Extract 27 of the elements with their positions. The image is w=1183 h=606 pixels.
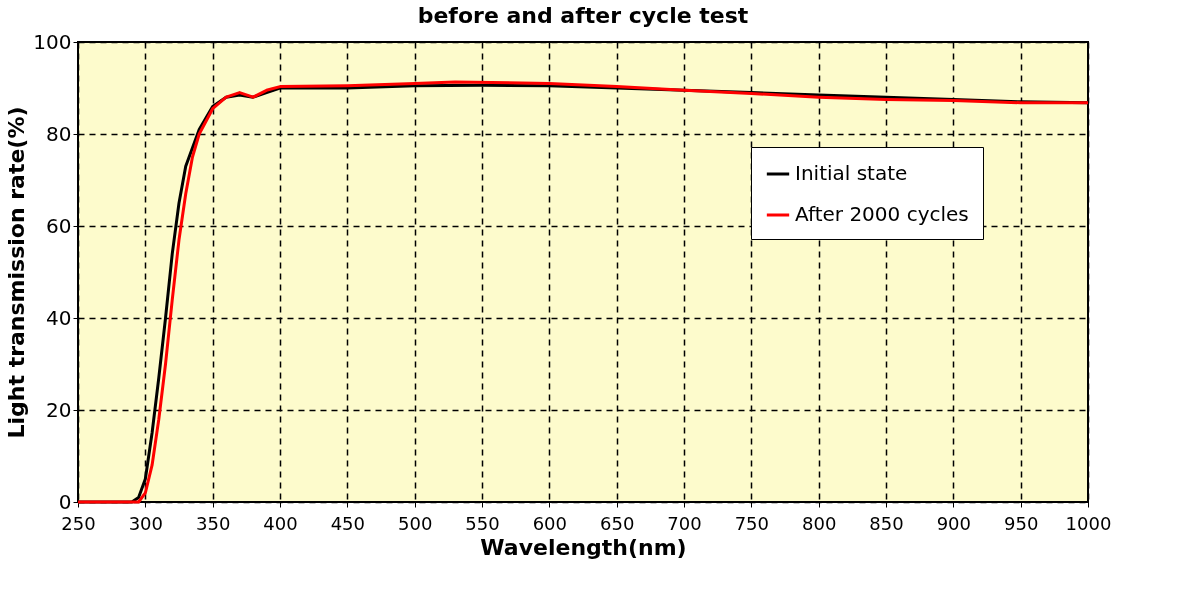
x-tick-label: 850 [869,512,904,534]
y-tick-label: 60 [46,213,72,238]
y-tick-label: 0 [58,489,72,514]
x-tick-label: 800 [801,512,837,534]
x-tick-label: 300 [128,512,164,534]
y-axis-title: Light transmission rate(%) [4,106,30,439]
x-tick-label: 750 [734,512,770,534]
y-tick-label: 80 [46,121,72,146]
y-tick-label: 40 [46,305,72,330]
x-axis-title: Wavelength(nm) [480,534,687,560]
x-tick-label: 600 [532,512,568,534]
x-tick-label: 250 [61,512,96,534]
y-tick-label: 20 [46,397,72,422]
x-tick-label: 550 [465,512,500,534]
x-tick-label: 450 [330,512,366,534]
legend-label: After 2000 cycles [795,202,969,226]
x-tick-label: 500 [397,512,433,534]
x-tick-label: 1000 [1065,512,1112,534]
x-tick-label: 700 [667,512,702,534]
x-tick-label: 950 [1003,512,1039,534]
chart-title: before and after cycle test [417,3,749,28]
legend-label: Initial state [795,161,908,185]
x-tick-label: 900 [936,512,972,534]
y-tick-label: 100 [33,29,72,54]
x-tick-label: 350 [195,512,231,534]
x-tick-label: 650 [599,512,635,534]
x-tick-label: 400 [263,512,298,534]
